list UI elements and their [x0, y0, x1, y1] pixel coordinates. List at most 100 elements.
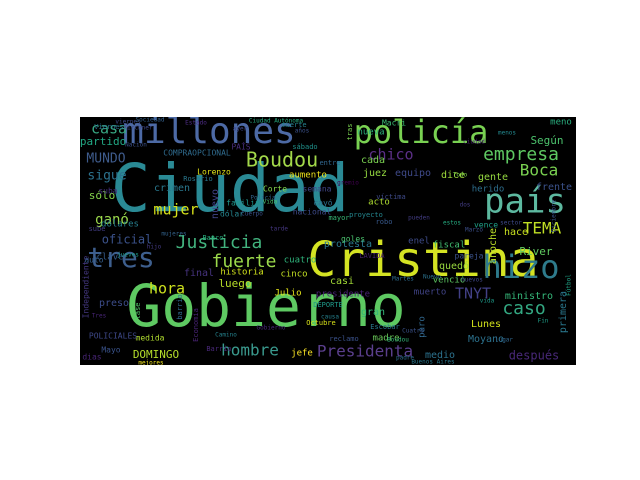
cloud-word: Julio	[274, 289, 301, 299]
cloud-word: Policía	[250, 195, 276, 202]
cloud-word: estos	[443, 220, 461, 227]
cloud-word: Cuerpo	[241, 211, 263, 218]
cloud-word: policía	[354, 117, 489, 151]
cloud-word: víctima	[376, 193, 406, 201]
cloud-word: Viernes	[94, 123, 124, 131]
cloud-word: Fútbol	[566, 274, 573, 296]
cloud-word: paro	[418, 316, 428, 338]
cloud-word: Justicia	[176, 232, 263, 253]
cloud-word: ganó	[95, 212, 129, 228]
cloud-word: empresa	[483, 144, 559, 165]
cloud-word: proyecto	[349, 211, 383, 219]
cloud-word: POLICIALES	[89, 332, 137, 341]
cloud-word: nueva	[357, 128, 384, 138]
cloud-word: Cuatro	[402, 328, 424, 335]
cloud-word: causa	[321, 314, 339, 321]
cloud-word: luego	[218, 277, 251, 290]
cloud-word: Macri	[382, 119, 406, 128]
cloud-word: Cristina	[307, 232, 538, 288]
cloud-word: COMPRAOPCIONAL	[163, 149, 231, 158]
cloud-word: Nación	[125, 142, 147, 149]
cloud-word: caso	[502, 298, 545, 319]
cloud-word: dice	[441, 170, 465, 181]
cloud-word: nuevos	[461, 277, 483, 284]
cloud-word: Boudou	[246, 148, 318, 172]
cloud-word: sigue	[87, 169, 126, 184]
cloud-word: Diciembre	[551, 199, 558, 232]
cloud-word: dias	[82, 353, 101, 362]
cloud-word: auto	[84, 256, 103, 265]
cloud-word: anoche	[488, 228, 499, 264]
cloud-word: preso	[99, 298, 129, 309]
cloud-word: Presidenta	[317, 342, 413, 361]
cloud-word: enel	[408, 237, 430, 247]
cloud-word: Lunes	[471, 319, 501, 330]
cloud-word: Corte	[263, 185, 287, 194]
cloud-word: Sociedad	[136, 117, 165, 124]
cloud-word: cinco	[280, 270, 307, 280]
cloud-word: después	[509, 349, 560, 363]
cloud-word: jefe	[291, 349, 313, 359]
cloud-word: ministro	[505, 291, 553, 302]
cloud-word: Boudou	[387, 337, 409, 344]
cloud-word: muerto	[414, 288, 447, 298]
cloud-word: PAÍS	[231, 141, 250, 152]
cloud-word: hombre	[221, 341, 279, 360]
cloud-word: Marzo	[465, 227, 483, 234]
cloud-word: robo	[376, 218, 393, 226]
cloud-word: TEMA	[523, 219, 562, 238]
cloud-word: casa	[91, 120, 127, 138]
cloud-word: Nuevo	[423, 274, 441, 281]
cloud-word: Lorenzo	[197, 168, 231, 177]
cloud-word: Tres	[92, 313, 107, 320]
cloud-word: familia	[226, 199, 260, 208]
cloud-word: clave	[96, 253, 123, 263]
cloud-word: vida	[480, 298, 495, 305]
cloud-word: tras	[346, 124, 354, 141]
cloud-word: gran	[361, 307, 385, 318]
cloud-word: Octubre	[306, 319, 336, 327]
cloud-word: padre	[396, 355, 414, 362]
cloud-word: venció	[433, 275, 466, 286]
cloud-word: Gobierno	[126, 272, 405, 340]
cloud-word: Fin	[538, 318, 549, 325]
cloud-word: Según	[530, 134, 563, 147]
cloud-word: pareja	[455, 252, 484, 261]
cloud-word: viernes	[115, 119, 141, 126]
cloud-word: jueves	[117, 252, 139, 259]
cloud-word: hora	[149, 280, 185, 298]
cloud-word: MUNDO	[86, 152, 125, 167]
cloud-word: chico	[368, 146, 413, 164]
cloud-word: medio	[425, 350, 455, 361]
cloud-word: Camino	[215, 332, 237, 339]
cloud-word: LAVIDA	[359, 252, 385, 260]
cloud-word: River	[519, 245, 552, 258]
cloud-word: país	[484, 182, 566, 222]
cloud-word: cada	[361, 155, 385, 166]
cloud-word: reclamo	[329, 335, 359, 343]
cloud-word: sábado	[292, 143, 317, 151]
cloud-word: nuevo	[210, 189, 221, 219]
cloud-word: Estado	[185, 120, 207, 127]
cloud-word: Vida	[263, 199, 278, 206]
cloud-word: vence	[474, 221, 498, 230]
cloud-word: Todo	[453, 172, 468, 179]
cloud-word: lugar	[495, 337, 513, 344]
cloud-word: ayer	[233, 126, 248, 133]
cloud-word: nacional	[293, 208, 332, 217]
cloud-word: muerte	[281, 121, 306, 129]
cloud-word: sector	[500, 220, 522, 227]
cloud-word: gremio	[337, 180, 359, 187]
cloud-word: Economía	[192, 308, 200, 342]
cloud-word: tarde	[270, 226, 288, 233]
cloud-word: cuatro	[284, 256, 317, 266]
cloud-word: ciudad	[463, 139, 485, 146]
cloud-word: Rosario	[183, 175, 213, 183]
cloud-word: hijo	[147, 244, 162, 251]
cloud-word: menos	[498, 130, 516, 137]
cloud-word: protesta	[324, 239, 372, 250]
cloud-word: crimen	[154, 183, 190, 194]
cloud-word: gente	[478, 172, 508, 183]
cloud-word: Mayo	[101, 346, 120, 355]
